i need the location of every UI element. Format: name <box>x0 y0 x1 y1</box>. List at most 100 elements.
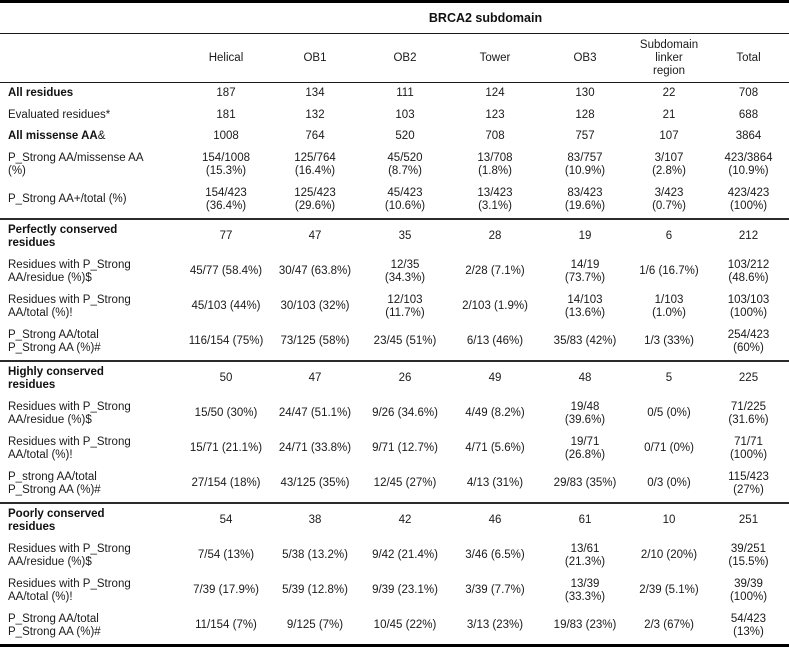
data-cell: 251 <box>708 501 789 539</box>
table-row: Perfectly conserved residues 77 47 35 28 19 6 2… <box>0 217 789 255</box>
data-cell: 49 <box>450 359 540 397</box>
row-label-text: All residues <box>8 87 74 99</box>
data-cell: 38 <box>270 501 360 539</box>
data-cell: 154/423 (36.4%) <box>205 186 247 213</box>
data-cell: 30/103 (32%) <box>280 300 350 313</box>
data-cell: 0/3 (0%) <box>647 477 691 490</box>
data-cell: 103 <box>395 108 415 121</box>
data-cell: 19 <box>540 217 630 255</box>
data-cell: 9/125 (7%) <box>286 619 344 632</box>
row-label: All residues <box>0 83 182 105</box>
table-row: Residues with P_Strong AA/residue (%)$ 7/… <box>0 539 789 574</box>
data-cell: 24/71 (33.8%) <box>278 442 352 455</box>
row-label-text: Residues with P_Strong AA/total (%)! <box>8 435 131 462</box>
row-label: Highly conserved residues <box>0 359 182 397</box>
data-cell: 9/42 (21.4%) <box>372 549 438 562</box>
column-header-ob3: OB3 <box>540 33 630 83</box>
data-cell: 6 <box>630 217 708 255</box>
row-label: Residues with P_Strong AA/residue (%)$ <box>0 255 182 290</box>
data-cell: 61 <box>540 501 630 539</box>
data-cell: 3/13 (23%) <box>466 619 524 632</box>
row-label-text: P_Strong AA/missense AA (%) <box>8 151 144 178</box>
data-cell: 107 <box>659 130 679 142</box>
table-row: All missense AA& 1008 764 520 708 757 107 3864 <box>0 126 789 148</box>
data-cell: 520 <box>395 130 415 142</box>
row-label: P_Strong AA+/total (%) <box>0 183 182 219</box>
row-label: Residues with P_Strong AA/residue (%)$ <box>0 539 182 574</box>
data-cell: 30/47 (63.8%) <box>278 265 352 278</box>
data-cell: 134 <box>305 87 325 99</box>
row-label-text: Perfectly conserved residues <box>8 223 118 250</box>
table-row: Residues with P_Strong AA/total (%)! 45/1… <box>0 290 789 325</box>
data-cell: 1/6 (16.7%) <box>639 265 699 278</box>
data-cell: 3/107 (2.8%) <box>652 151 686 178</box>
data-cell: 23/45 (51%) <box>373 335 437 348</box>
data-cell: 7/54 (13%) <box>197 549 255 562</box>
data-cell: 46 <box>450 501 540 539</box>
row-label-text: Residues with P_Strong AA/residue (%)$ <box>8 542 131 569</box>
data-cell: 24/47 (51.1%) <box>278 407 352 420</box>
data-cell: 130 <box>575 87 595 99</box>
data-cell: 5/38 (13.2%) <box>282 549 348 562</box>
data-cell: 0/71 (0%) <box>644 442 694 455</box>
data-cell: 2/28 (7.1%) <box>465 265 525 278</box>
column-header-subdomain-linker-region: Subdomain linker region <box>630 33 708 83</box>
data-cell: 2/3 (67%) <box>644 619 694 632</box>
column-header-row: Helical OB1 OB2 Tower OB3 Subdomain link… <box>0 33 789 83</box>
data-cell: 13/708 (1.8%) <box>477 151 513 178</box>
data-cell: 757 <box>575 130 595 142</box>
data-cell: 43/125 (35%) <box>280 477 350 490</box>
corner-cell <box>0 1 182 34</box>
row-label: P_Strong AA/total P_Strong AA (%)# <box>0 609 182 646</box>
data-cell: 4/49 (8.2%) <box>465 407 525 420</box>
data-cell: 45/103 (44%) <box>191 300 261 313</box>
data-cell: 42 <box>360 501 450 539</box>
row-label: Evaluated residues* <box>0 105 182 127</box>
data-cell: 125/764 (16.4%) <box>294 151 336 178</box>
data-cell: 12/103 (11.7%) <box>385 293 425 320</box>
data-cell: 254/423 (60%) <box>727 328 770 355</box>
data-cell: 26 <box>360 359 450 397</box>
row-label: P_strong AA/total P_Strong AA (%)# <box>0 467 182 503</box>
data-cell: 125/423 (29.6%) <box>294 186 336 213</box>
data-cell: 29/83 (35%) <box>553 477 617 490</box>
data-cell: 21 <box>662 108 676 121</box>
data-cell: 22 <box>662 87 676 99</box>
data-cell: 83/423 (19.6%) <box>564 186 606 213</box>
data-cell: 48 <box>540 359 630 397</box>
data-cell: 708 <box>485 130 505 142</box>
data-cell: 12/35 (34.3%) <box>384 258 426 285</box>
row-label-text: Residues with P_Strong AA/total (%)! <box>8 293 131 320</box>
data-cell: 115/423 (27%) <box>728 470 769 497</box>
row-label-suffix: & <box>97 130 106 142</box>
table-row: All residues 187 134 111 124 130 22 708 <box>0 83 789 105</box>
data-cell: 12/45 (27%) <box>373 477 437 490</box>
data-cell: 187 <box>216 87 236 99</box>
data-cell: 39/39 (100%) <box>729 577 768 604</box>
data-cell: 708 <box>738 87 759 99</box>
data-cell: 764 <box>305 130 325 142</box>
data-cell: 50 <box>182 359 270 397</box>
column-header-total: Total <box>708 33 789 83</box>
table-row: Residues with P_Strong AA/residue (%)$ 45… <box>0 255 789 290</box>
data-cell: 19/48 (39.6%) <box>564 400 606 427</box>
data-cell: 4/13 (31%) <box>466 477 524 490</box>
data-cell: 2/10 (20%) <box>640 549 698 562</box>
row-label-text: Highly conserved residues <box>8 365 104 392</box>
data-cell: 27/154 (18%) <box>191 477 261 490</box>
data-cell: 13/61 (21.3%) <box>564 542 606 569</box>
data-cell: 39/251 (15.5%) <box>728 542 769 569</box>
row-label-header <box>0 33 182 83</box>
row-label-text: P_Strong AA/total P_Strong AA (%)# <box>8 328 101 355</box>
data-cell: 13/39 (33.3%) <box>564 577 606 604</box>
data-cell: 2/39 (5.1%) <box>639 584 699 597</box>
data-cell: 14/103 (13.6%) <box>564 293 606 320</box>
data-cell: 45/77 (58.4%) <box>189 265 263 278</box>
data-cell: 423/423 (100%) <box>727 186 770 213</box>
row-label-text: P_Strong AA+/total (%) <box>8 193 127 206</box>
table-row: P_Strong AA/total P_Strong AA (%)# 11/154… <box>0 609 789 646</box>
data-cell: 3/39 (7.7%) <box>465 584 525 597</box>
data-cell: 35 <box>360 217 450 255</box>
